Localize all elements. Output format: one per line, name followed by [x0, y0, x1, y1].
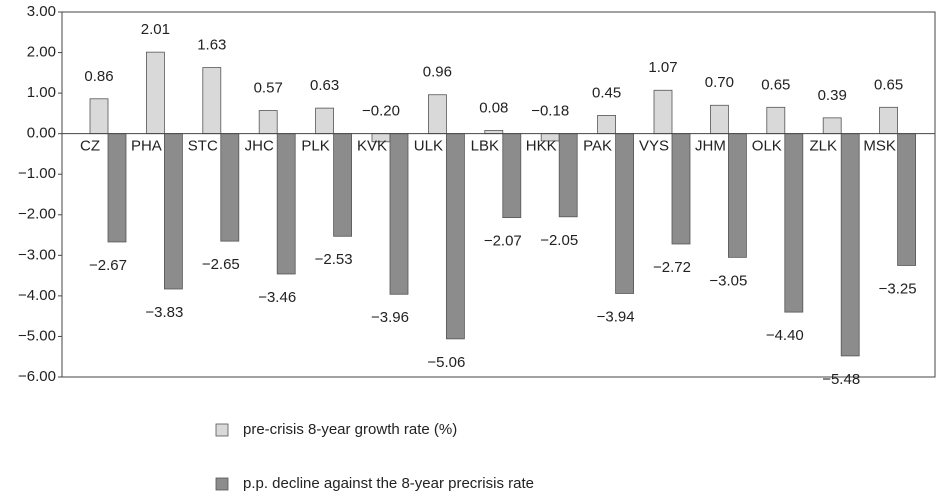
bar: [710, 104, 729, 135]
x-tick-label: OLK: [752, 138, 782, 155]
data-label: 0.96: [423, 64, 452, 81]
y-tick-label: 3.00: [27, 3, 56, 20]
x-tick-label: PAK: [583, 138, 612, 155]
bar: [163, 133, 183, 290]
x-tick-label: ULK: [414, 138, 443, 155]
bar: [728, 133, 747, 258]
data-label: −0.18: [531, 103, 569, 120]
bar: [333, 133, 353, 237]
data-label: 0.39: [818, 87, 847, 104]
x-tick-label: HKK: [526, 138, 557, 155]
bar: [897, 133, 916, 266]
x-tick-label: CZ: [80, 138, 100, 155]
data-label: −5.06: [427, 354, 465, 371]
bar: [840, 133, 860, 357]
bar: [671, 133, 691, 245]
bar: [653, 89, 673, 135]
x-tick-label: KVK: [357, 138, 387, 155]
data-label: 0.65: [874, 76, 903, 93]
plot-frame: [61, 11, 936, 378]
bar: [615, 133, 634, 294]
bar: [389, 133, 409, 295]
x-tick-label: MSK: [863, 138, 896, 155]
y-tick-label: −5.00: [18, 327, 56, 344]
bar: [427, 94, 447, 135]
y-tick-label: −1.00: [18, 165, 56, 182]
data-label: 0.08: [479, 99, 508, 116]
data-label: −3.83: [145, 304, 183, 321]
bar: [107, 133, 127, 243]
data-label: −2.05: [540, 232, 578, 249]
x-tick-label: JHM: [695, 138, 726, 155]
y-tick-label: 0.00: [27, 125, 56, 142]
data-label: −4.40: [766, 327, 804, 344]
bar: [597, 115, 616, 135]
data-label: 0.70: [705, 74, 734, 91]
data-label: −2.53: [315, 251, 353, 268]
bar: [220, 133, 240, 242]
data-label: 2.01: [141, 21, 170, 38]
data-label: 1.07: [648, 59, 677, 76]
y-tick-label: 1.00: [27, 84, 56, 101]
data-label: 0.86: [84, 68, 113, 85]
bar: [822, 117, 842, 135]
bar: [879, 106, 898, 135]
data-label: −2.07: [484, 233, 522, 250]
bar: [145, 51, 165, 135]
bar: [445, 133, 465, 340]
data-label: 1.63: [197, 37, 226, 54]
bar: [202, 67, 222, 135]
bar: [558, 133, 578, 218]
legend-label: p.p. decline against the 8-year precrisi…: [243, 475, 534, 491]
data-label: 0.65: [761, 76, 790, 93]
data-label: −0.20: [362, 103, 400, 120]
y-tick-label: −3.00: [18, 246, 56, 263]
y-tick-label: −4.00: [18, 287, 56, 304]
data-label: −2.72: [653, 259, 691, 276]
bar: [502, 133, 522, 219]
y-tick-label: −6.00: [18, 368, 56, 385]
data-label: −3.96: [371, 309, 409, 326]
y-tick-label: −2.00: [18, 206, 56, 223]
y-tick-label: 2.00: [27, 44, 56, 61]
data-label: 0.57: [254, 80, 283, 97]
data-label: −3.46: [258, 289, 296, 306]
data-label: −2.65: [202, 256, 240, 273]
x-tick-label: PHA: [131, 138, 162, 155]
x-tick-label: VYS: [639, 138, 669, 155]
data-label: −3.94: [597, 308, 635, 325]
data-label: −3.05: [709, 272, 747, 289]
x-tick-label: ZLK: [809, 138, 837, 155]
bar: [315, 107, 335, 135]
bar: [766, 106, 786, 135]
bar: [784, 133, 804, 313]
data-label: −3.25: [879, 280, 917, 297]
data-label: −2.67: [89, 257, 127, 274]
data-label: 0.45: [592, 84, 621, 101]
legend-swatch: [215, 423, 229, 437]
bar: [89, 98, 109, 135]
legend-label: pre-crisis 8-year growth rate (%): [243, 421, 457, 438]
bar: [258, 110, 278, 135]
data-label: −5.48: [822, 371, 860, 388]
bar: [276, 133, 296, 275]
x-tick-label: STC: [188, 138, 218, 155]
x-tick-label: PLK: [301, 138, 329, 155]
data-label: 0.63: [310, 77, 339, 94]
x-tick-label: LBK: [471, 138, 499, 155]
legend-swatch: [215, 477, 229, 491]
x-tick-label: JHC: [245, 138, 274, 155]
